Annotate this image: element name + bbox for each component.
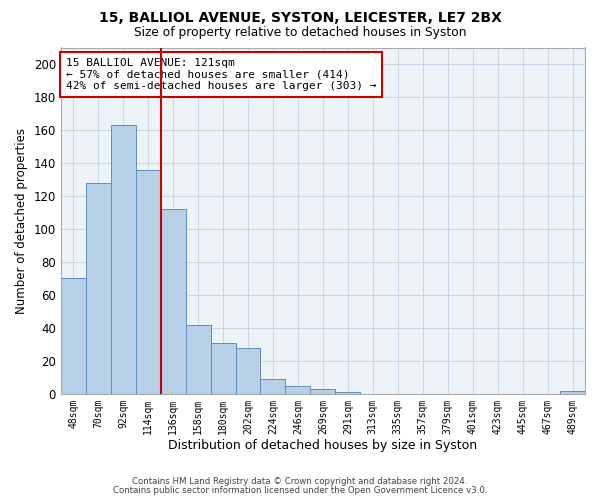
Bar (185, 324, 211, 394)
Bar (310, 389, 335, 394)
Text: Contains HM Land Registry data © Crown copyright and database right 2024.: Contains HM Land Registry data © Crown c… (132, 477, 468, 486)
Text: 15 BALLIOL AVENUE: 121sqm
← 57% of detached houses are smaller (414)
42% of semi: 15 BALLIOL AVENUE: 121sqm ← 57% of detac… (66, 58, 377, 91)
Bar (560, 390, 585, 394)
Bar (335, 392, 361, 394)
Text: Contains public sector information licensed under the Open Government Licence v3: Contains public sector information licen… (113, 486, 487, 495)
Bar (236, 348, 260, 394)
Bar (111, 125, 136, 394)
Bar (136, 170, 161, 394)
Text: 15, BALLIOL AVENUE, SYSTON, LEICESTER, LE7 2BX: 15, BALLIOL AVENUE, SYSTON, LEICESTER, L… (98, 11, 502, 25)
Bar (86, 182, 111, 394)
X-axis label: Distribution of detached houses by size in Syston: Distribution of detached houses by size … (169, 440, 478, 452)
Text: Size of property relative to detached houses in Syston: Size of property relative to detached ho… (134, 26, 466, 39)
Bar (61, 278, 86, 394)
Bar (260, 379, 286, 394)
Bar (211, 342, 236, 394)
Y-axis label: Number of detached properties: Number of detached properties (15, 128, 28, 314)
Bar (286, 386, 310, 394)
Bar (161, 209, 185, 394)
